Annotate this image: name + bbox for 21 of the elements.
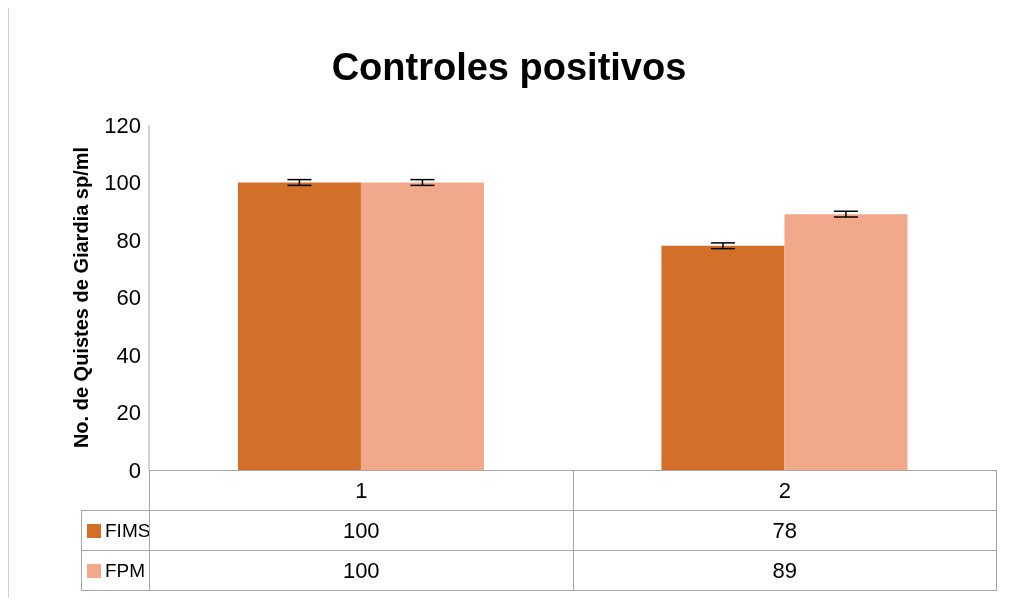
bar [237,182,361,470]
chart-title: Controles positivos [330,46,688,89]
y-tick-label: 20 [116,400,141,426]
x-tick-label: 2 [572,470,997,511]
x-tick-label: 1 [149,470,574,511]
y-tick-label: 40 [116,342,141,368]
legend-label: FPM [105,559,146,582]
y-tick-label: 0 [128,457,141,483]
data-label: 100 [149,550,574,591]
bar [360,182,484,470]
y-tick-label: 120 [104,112,141,138]
data-label: 78 [572,510,997,551]
data-label: 89 [572,550,997,591]
bar [661,245,785,470]
y-tick-label: 80 [116,227,141,253]
y-axis-title: No. de Quistes de Giardia sp/ml [70,146,93,449]
y-tick-label: 100 [104,170,141,196]
data-label: 100 [149,510,574,551]
legend-label: FIMS [105,519,151,542]
bar [784,214,908,470]
y-tick-label: 60 [116,285,141,311]
